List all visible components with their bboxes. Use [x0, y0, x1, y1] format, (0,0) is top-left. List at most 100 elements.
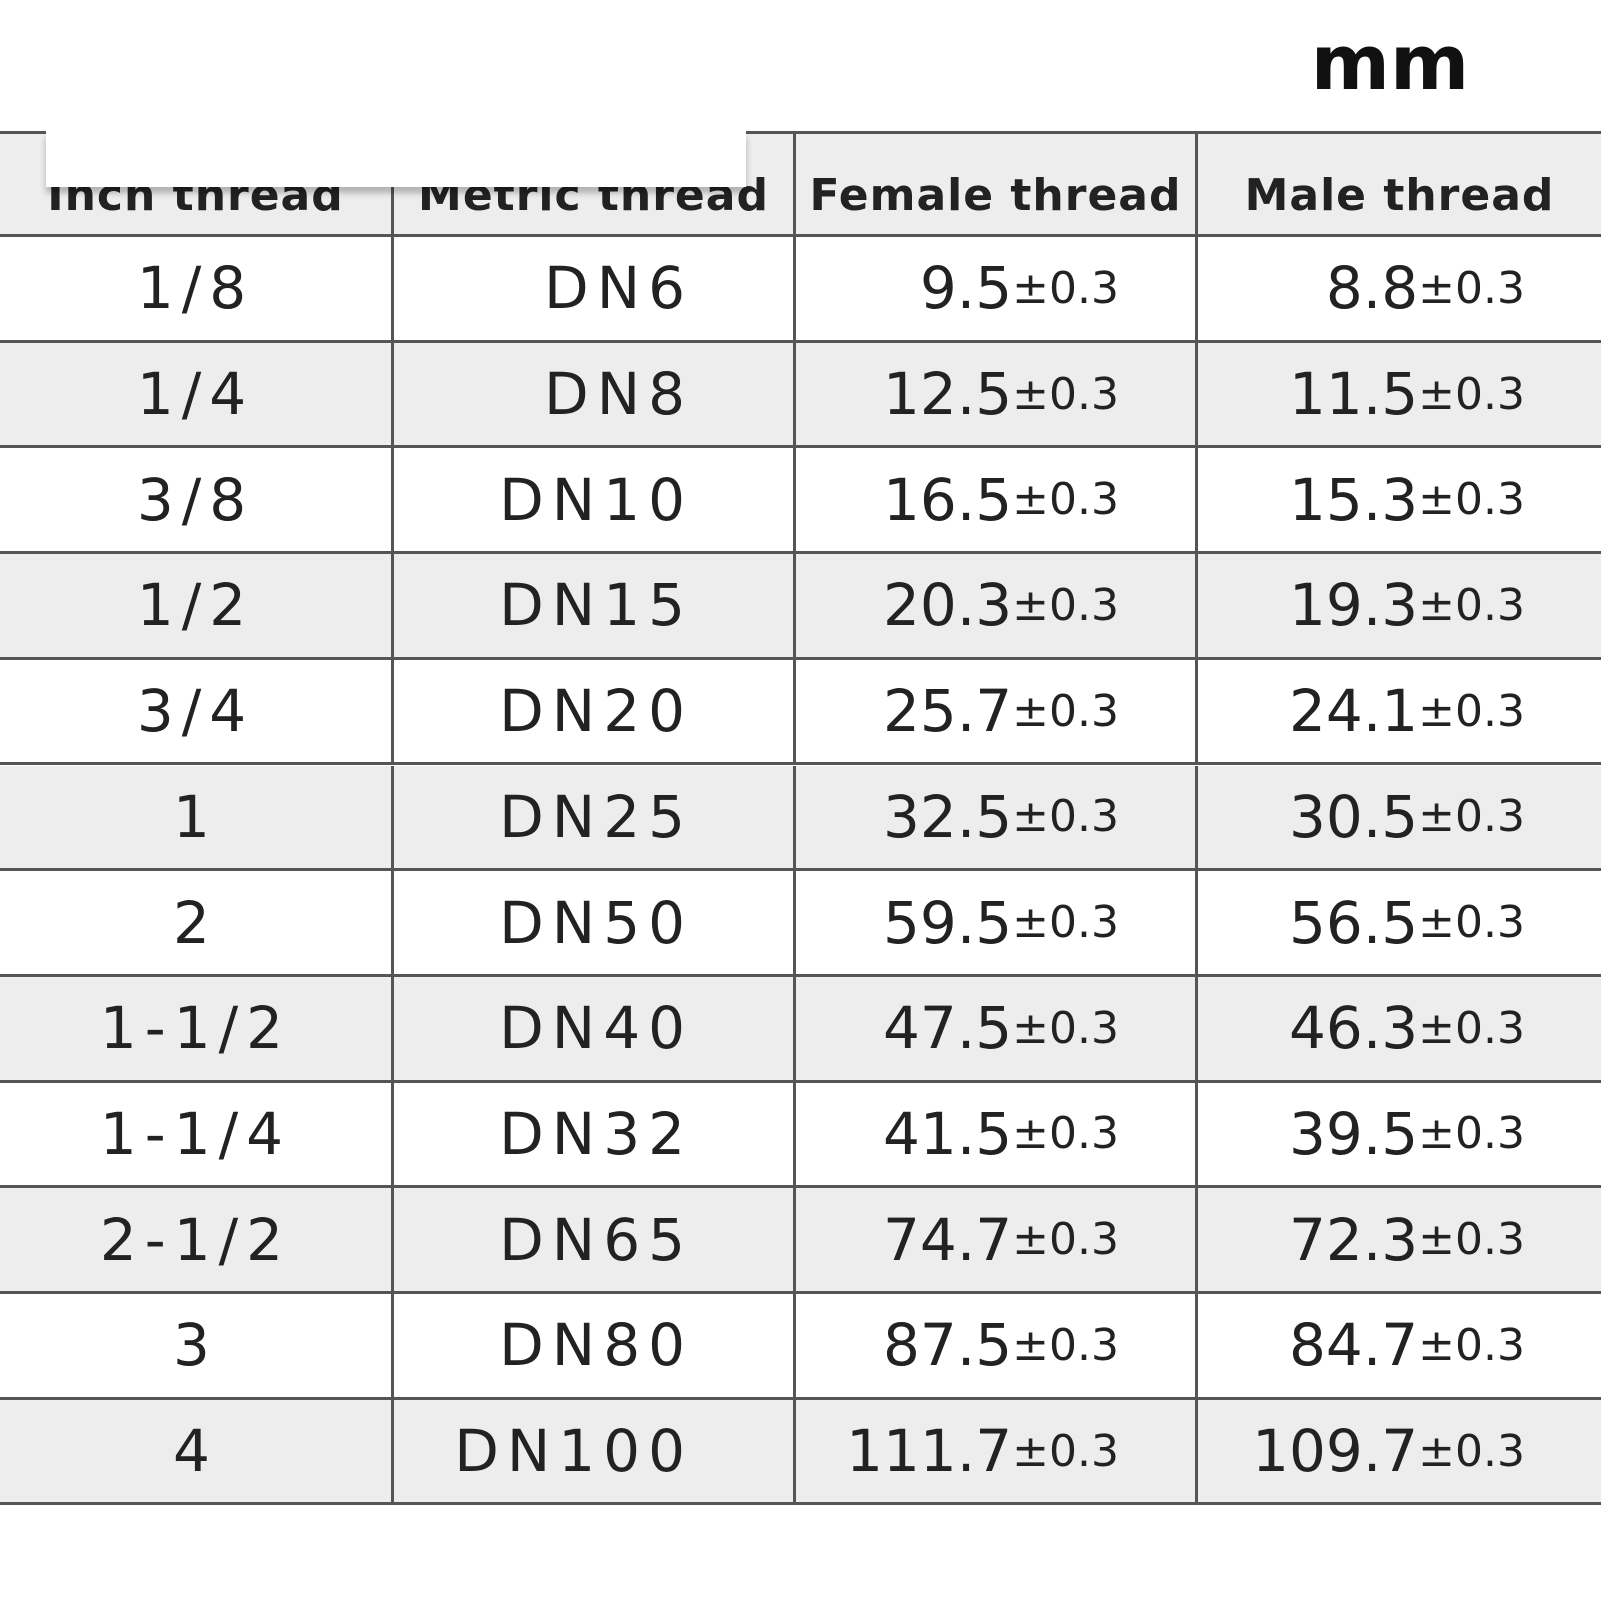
cell-value: 11.5 [1289, 360, 1419, 429]
cell-tolerance: ±0.3 [1012, 1319, 1119, 1371]
cell-tolerance: ±0.3 [1012, 791, 1119, 843]
table-cell: 59.5 ±0.3 [796, 871, 1198, 974]
table-cell: 3 [0, 1294, 394, 1397]
cell-tolerance: ±0.3 [1418, 1214, 1525, 1266]
cell-tolerance: ±0.3 [1418, 579, 1525, 631]
table-cell: DN15 [394, 554, 796, 657]
cell-value: 46.3 [1289, 994, 1419, 1063]
table-row: 1-1/2 DN40 47.5 ±0.3 46.3 ±0.3 [0, 976, 1601, 1083]
table-cell: 72.3 ±0.3 [1198, 1188, 1601, 1291]
table-cell: 32.5 ±0.3 [796, 765, 1198, 869]
cell-value: 72.3 [1289, 1205, 1419, 1274]
table-cell: 1/2 [0, 554, 394, 657]
cell-value: 25.7 [883, 677, 1013, 746]
table-cell: 1-1/4 [0, 1082, 394, 1186]
cell-value: 41.5 [883, 1099, 1013, 1168]
cell-value: 84.7 [1289, 1311, 1419, 1380]
table-row: 4 DN100 111.7 ±0.3 109.7 ±0.3 [0, 1399, 1601, 1506]
table-cell: DN32 [394, 1082, 796, 1186]
cell-tolerance: ±0.3 [1418, 1108, 1525, 1160]
cell-value: 111.7 [846, 1417, 1013, 1486]
table-cell: DN20 [394, 659, 796, 763]
cell-tolerance: ±0.3 [1012, 1108, 1119, 1160]
table-row: 2 DN50 59.5 ±0.3 56.5 ±0.3 [0, 871, 1601, 977]
table-cell: 56.5 ±0.3 [1198, 871, 1601, 974]
table-row: 1 DN25 32.5 ±0.3 30.5 ±0.3 [0, 765, 1601, 872]
cell-tolerance: ±0.3 [1012, 262, 1119, 314]
cell-value: 24.1 [1289, 677, 1419, 746]
table-cell: 3/8 [0, 448, 394, 552]
cell-tolerance: ±0.3 [1418, 1425, 1525, 1477]
table-cell: DN10 [394, 448, 796, 552]
cell-tolerance: ±0.3 [1418, 897, 1525, 949]
table-cell: 2-1/2 [0, 1188, 394, 1291]
cell-tolerance: ±0.3 [1418, 368, 1525, 420]
table-cell: DN25 [394, 765, 796, 869]
table-row: 3 DN80 87.5 ±0.3 84.7 ±0.3 [0, 1294, 1601, 1400]
table-cell: 9.5 ±0.3 [796, 237, 1198, 340]
table-cell: 74.7 ±0.3 [796, 1188, 1198, 1291]
table-cell: DN50 [394, 871, 796, 974]
table-row: 1/8 DN6 9.5 ±0.3 8.8 ±0.3 [0, 237, 1601, 343]
cell-value: 87.5 [883, 1311, 1013, 1380]
table-cell: 1/4 [0, 342, 394, 446]
table-row: 2-1/2 DN65 74.7 ±0.3 72.3 ±0.3 [0, 1188, 1601, 1294]
cover-strip [46, 131, 746, 187]
cell-value: 16.5 [883, 465, 1013, 534]
cell-tolerance: ±0.3 [1418, 685, 1525, 737]
table-cell: DN40 [394, 976, 796, 1080]
cell-tolerance: ±0.3 [1012, 579, 1119, 631]
cell-tolerance: ±0.3 [1012, 1002, 1119, 1054]
table-cell: 1 [0, 765, 394, 869]
unit-label: mm [1310, 18, 1470, 107]
cell-tolerance: ±0.3 [1418, 1319, 1525, 1371]
table-cell: 16.5 ±0.3 [796, 448, 1198, 552]
table-cell: 12.5 ±0.3 [796, 342, 1198, 446]
table-cell: 15.3 ±0.3 [1198, 448, 1601, 551]
table-row: 3/4 DN20 25.7 ±0.3 24.1 ±0.3 [0, 659, 1601, 766]
table-cell: 87.5 ±0.3 [796, 1294, 1198, 1397]
table-cell: 11.5 ±0.3 [1198, 343, 1601, 446]
table-cell: 1/8 [0, 237, 394, 340]
table-cell: 19.3 ±0.3 [1198, 554, 1601, 657]
table-cell: 8.8 ±0.3 [1198, 237, 1601, 340]
table-cell: 1-1/2 [0, 976, 394, 1080]
table-cell: 41.5 ±0.3 [796, 1082, 1198, 1186]
cell-value: 59.5 [883, 888, 1013, 957]
table-cell: 3/4 [0, 659, 394, 763]
table-cell: 24.1 ±0.3 [1198, 660, 1601, 763]
table-cell: 25.7 ±0.3 [796, 659, 1198, 763]
cell-value: 109.7 [1252, 1417, 1419, 1486]
table-row: 1/4 DN8 12.5 ±0.3 11.5 ±0.3 [0, 342, 1601, 449]
table-cell: 111.7 ±0.3 [796, 1399, 1198, 1503]
cell-tolerance: ±0.3 [1012, 474, 1119, 526]
table-cell: 109.7 ±0.3 [1198, 1400, 1601, 1503]
cell-value: 56.5 [1289, 888, 1419, 957]
cell-value: 15.3 [1289, 465, 1419, 534]
header-cell: Female thread [796, 134, 1198, 234]
cell-tolerance: ±0.3 [1012, 368, 1119, 420]
table-row: 1-1/4 DN32 41.5 ±0.3 39.5 ±0.3 [0, 1082, 1601, 1189]
table-row: 1/2 DN15 20.3 ±0.3 19.3 ±0.3 [0, 554, 1601, 660]
cell-tolerance: ±0.3 [1418, 262, 1525, 314]
table-cell: 2 [0, 871, 394, 974]
table-cell: 84.7 ±0.3 [1198, 1294, 1601, 1397]
cell-value: 12.5 [883, 360, 1013, 429]
table-cell: DN100 [394, 1399, 796, 1503]
table-cell: DN8 [394, 342, 796, 446]
table-cell: 30.5 ±0.3 [1198, 766, 1601, 869]
cell-tolerance: ±0.3 [1012, 1214, 1119, 1266]
table-cell: 20.3 ±0.3 [796, 554, 1198, 657]
cell-value: 9.5 [919, 254, 1013, 323]
cell-tolerance: ±0.3 [1418, 791, 1525, 843]
cell-value: 47.5 [883, 994, 1013, 1063]
cell-value: 20.3 [883, 571, 1013, 640]
table-cell: DN6 [394, 237, 796, 340]
table-cell: 46.3 ±0.3 [1198, 977, 1601, 1080]
table-cell: DN65 [394, 1188, 796, 1291]
cell-tolerance: ±0.3 [1012, 1425, 1119, 1477]
cell-tolerance: ±0.3 [1418, 474, 1525, 526]
cell-value: 19.3 [1289, 571, 1419, 640]
cell-value: 39.5 [1289, 1099, 1419, 1168]
